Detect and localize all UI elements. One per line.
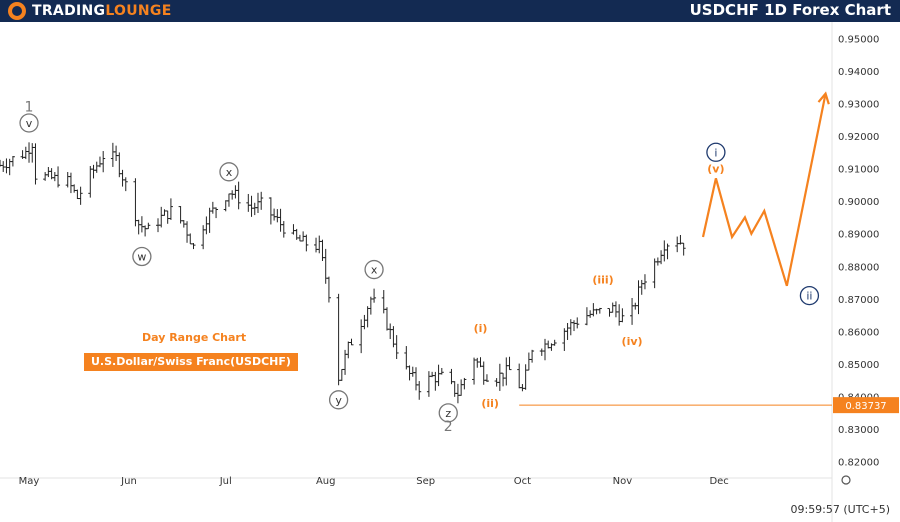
projection-arrowhead <box>817 91 830 105</box>
wave-label: (v) <box>707 163 724 176</box>
wave-label: v <box>26 117 33 130</box>
wave-label: (ii) <box>481 397 499 410</box>
y-tick-label: 0.86000 <box>838 327 879 338</box>
projection-path <box>701 93 827 287</box>
time-readout: 09:59:57 (UTC+5) <box>790 503 890 516</box>
wave-label: (i) <box>474 322 488 335</box>
wave-label: w <box>137 251 146 264</box>
wave-label: (iv) <box>622 335 643 348</box>
header-bar: TRADINGLOUNGE USDCHF 1D Forex Chart <box>0 0 900 22</box>
price-chart[interactable]: 0.95000 0.94000 0.93000 0.92000 0.91000 0.900… <box>0 22 900 522</box>
y-tick-label: 0.95000 <box>838 34 879 45</box>
wave-label-circle <box>799 285 820 306</box>
wave-label: ii <box>806 290 812 303</box>
y-tick-label: 0.92000 <box>838 132 879 143</box>
wave-label-circle <box>19 113 39 133</box>
wave-label: y <box>335 394 342 407</box>
wave-label-circle <box>364 259 384 280</box>
x-tick-label: Jun <box>120 476 137 487</box>
wave-label: x <box>371 264 378 277</box>
wave-label-circle <box>132 246 152 267</box>
wave-label: z <box>445 407 451 420</box>
price-level-label: 0.83737 <box>845 401 886 412</box>
wave-label: (iii) <box>592 273 613 286</box>
day-range-label: Day Range Chart <box>142 331 247 344</box>
x-tick-label: Oct <box>514 476 531 487</box>
wave-label: 2 <box>444 419 453 435</box>
tradinglounge-logo: TRADINGLOUNGE <box>8 2 172 20</box>
wave-label-circle <box>219 162 239 182</box>
logo-icon <box>8 2 26 20</box>
price-level-badge <box>833 397 899 414</box>
ohlc-bars <box>0 142 686 404</box>
y-tick-label: 0.91000 <box>838 165 879 176</box>
y-tick-label: 0.90000 <box>838 197 879 208</box>
x-tick-label: Dec <box>709 476 728 487</box>
y-tick-label: 0.94000 <box>838 67 879 78</box>
y-tick-label: 0.87000 <box>838 295 879 306</box>
y-tick-label: 0.85000 <box>838 360 879 371</box>
y-tick-label: 0.89000 <box>838 230 879 241</box>
x-tick-label: Nov <box>613 476 633 487</box>
wave-label-circle <box>706 142 726 162</box>
pair-name-badge: U.S.Dollar/Swiss Franc(USDCHF) <box>84 353 298 371</box>
x-tick-label: Jul <box>219 476 232 487</box>
y-tick-label: 0.88000 <box>838 262 879 273</box>
chart-title: USDCHF 1D Forex Chart <box>689 1 891 19</box>
y-tick-label: 0.83000 <box>838 425 879 436</box>
wave-label-circle <box>438 403 458 423</box>
y-tick-label: 0.93000 <box>838 99 879 110</box>
logo-text: TRADINGLOUNGE <box>32 3 172 19</box>
y-tick-label: 0.82000 <box>838 458 879 469</box>
wave-label-circle <box>328 390 349 410</box>
x-tick-label: May <box>19 476 40 487</box>
wave-label: i <box>714 146 717 159</box>
x-tick-label: Aug <box>316 476 336 487</box>
wave-label: 1 <box>25 100 34 116</box>
settings-icon <box>841 475 851 485</box>
x-tick-label: Sep <box>416 476 435 487</box>
wave-label: x <box>226 166 233 179</box>
